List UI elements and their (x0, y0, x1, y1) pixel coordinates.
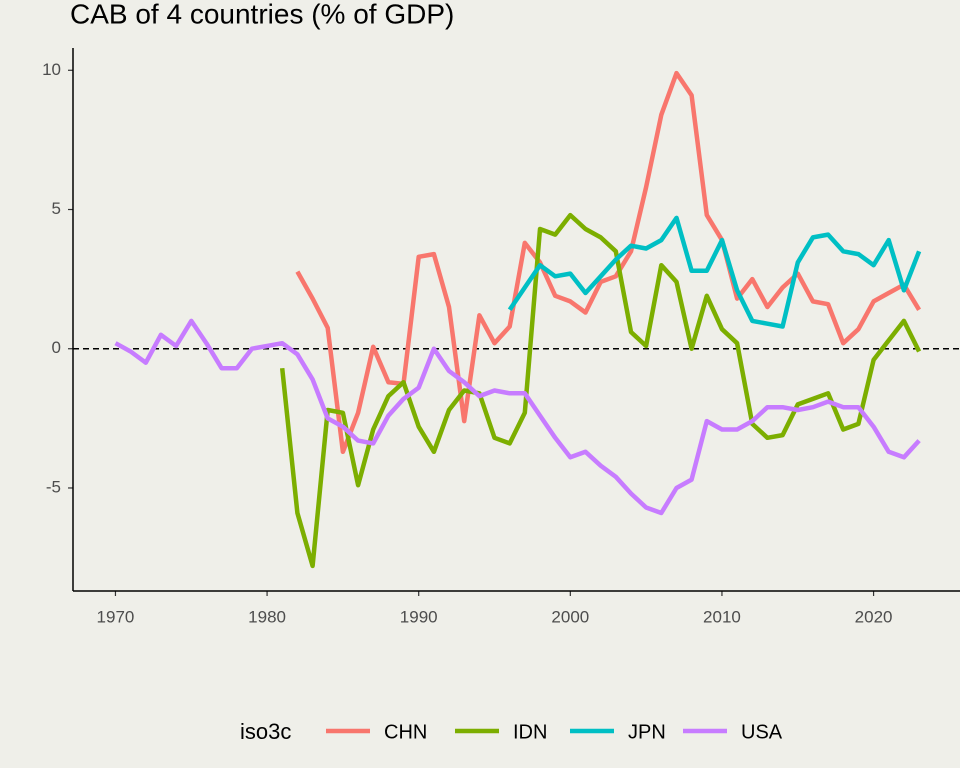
legend-label: JPN (628, 721, 666, 743)
series-line (507, 215, 922, 329)
x-tick-label: 2020 (855, 607, 893, 626)
x-tick-label: 1990 (400, 607, 438, 626)
x-tick-label: 2010 (703, 607, 741, 626)
y-tick-label: 0 (52, 338, 61, 357)
y-tick-label: 10 (42, 60, 61, 79)
legend-title: iso3c (240, 719, 291, 744)
legend-label: CHN (384, 721, 427, 743)
series-line (114, 318, 921, 516)
chart-title: CAB of 4 countries (% of GDP) (70, 0, 454, 29)
y-tick-label: 5 (52, 199, 61, 218)
legend-label: IDN (513, 721, 547, 743)
x-tick-label: 1980 (248, 607, 286, 626)
y-tick-label: -5 (46, 477, 61, 496)
series-line (279, 212, 922, 569)
x-tick-label: 2000 (551, 607, 589, 626)
x-tick-label: 1970 (97, 607, 135, 626)
legend-label: USA (741, 721, 783, 743)
